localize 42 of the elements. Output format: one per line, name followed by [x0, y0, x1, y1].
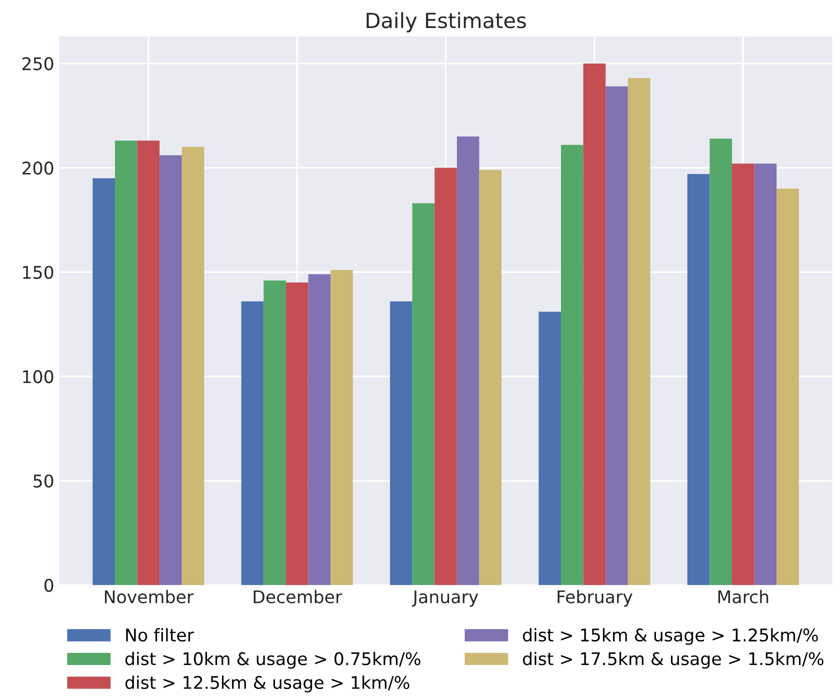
y-tick-label: 100: [23, 370, 54, 384]
bar: [479, 170, 502, 586]
bar: [583, 63, 606, 586]
bar: [137, 140, 160, 586]
bar: [710, 138, 732, 586]
legend-label: dist > 10km & usage > 0.75km/%: [125, 652, 420, 669]
bar: [160, 155, 182, 586]
x-tick-label: March: [718, 590, 768, 604]
legend-label: dist > 15km & usage > 1.25km/%: [522, 628, 818, 645]
y-tick-label: 200: [22, 162, 54, 175]
bar: [330, 270, 353, 586]
bar: [606, 86, 628, 586]
bar: [434, 168, 457, 586]
legend-label: No filter: [126, 628, 194, 642]
bar: [182, 146, 204, 586]
bar: [390, 301, 412, 586]
x-tick-label: January: [412, 590, 478, 607]
y-tick-label: 250: [22, 57, 54, 70]
bar: [308, 274, 331, 586]
bar: [92, 178, 115, 586]
chart-title: Daily Estimates: [366, 12, 526, 32]
x-tick-label: February: [558, 590, 632, 607]
x-tick-label: December: [254, 590, 342, 604]
bar: [687, 174, 710, 586]
bar: [114, 140, 138, 586]
x-tick-label: November: [104, 590, 194, 604]
bar: [776, 188, 799, 586]
bar: [412, 203, 435, 586]
bar: [628, 78, 650, 586]
bar: [560, 144, 584, 586]
bar: [264, 280, 286, 586]
y-tick-label: 0: [44, 578, 54, 592]
y-tick-label: 150: [23, 266, 54, 279]
bar: [732, 164, 754, 586]
bar: [286, 282, 308, 586]
legend-label: dist > 17.5km & usage > 1.5km/%: [522, 652, 824, 669]
bar: [456, 136, 480, 586]
bar: [754, 164, 777, 586]
bar: [241, 301, 264, 586]
y-tick-label: 50: [34, 474, 54, 488]
bar: [538, 312, 561, 586]
legend-label: dist > 12.5km & usage > 1km/%: [125, 676, 410, 692]
